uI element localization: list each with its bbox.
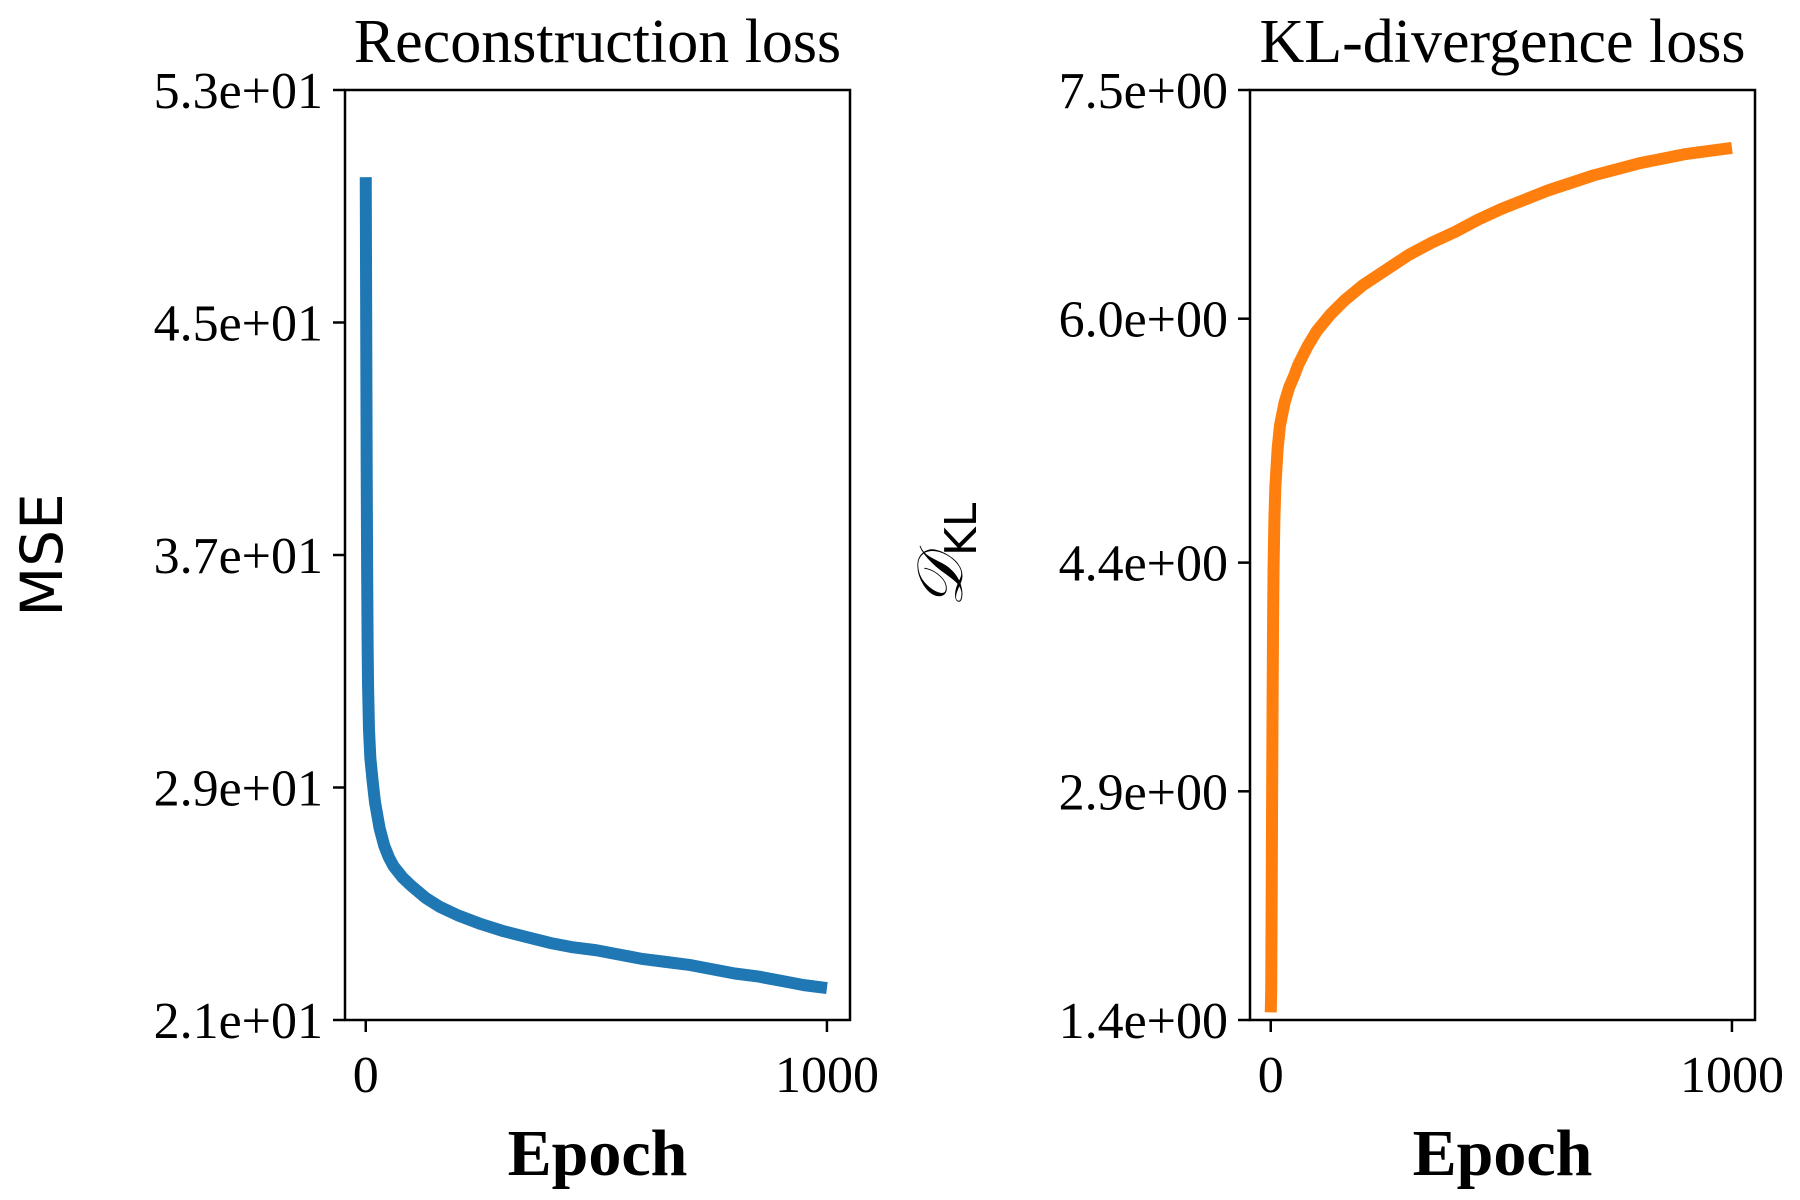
recon-series-line xyxy=(359,177,828,994)
kl-y-tick-label: 6.0e+00 xyxy=(1059,292,1228,349)
recon-y-tick-label: 4.5e+01 xyxy=(154,296,323,353)
kl-x-tick-label: 1000 xyxy=(1680,1047,1784,1104)
kl-y-tick-label: 1.4e+00 xyxy=(1059,993,1228,1050)
recon-x-tick-label: 1000 xyxy=(775,1047,879,1104)
recon-axes-frame xyxy=(343,88,852,1022)
recon-y-axis-label: MSE xyxy=(8,493,76,617)
kl-axes-frame xyxy=(1248,88,1757,1022)
kl-y-tick-label: 7.5e+00 xyxy=(1059,63,1228,120)
recon-chart-title: Reconstruction loss xyxy=(354,8,841,76)
kl-x-axis-label: Epoch xyxy=(1413,1117,1593,1190)
kl-series-line xyxy=(1264,141,1733,1013)
recon-y-tick-label: 2.1e+01 xyxy=(154,993,323,1050)
recon-x-axis-label: Epoch xyxy=(508,1117,688,1190)
chart-reconstruction-loss: 2.1e+01 2.9e+01 3.7e+01 4.5e+01 5.3e+01 0 1000… xyxy=(8,8,879,1190)
kl-y-axis-label: 𝒟KL xyxy=(905,502,987,607)
kl-y-tick-label: 4.4e+00 xyxy=(1059,536,1228,593)
recon-y-tick-label: 3.7e+01 xyxy=(154,528,323,585)
kl-x-tick-label: 0 xyxy=(1258,1047,1284,1104)
kl-chart-title: KL-divergence loss xyxy=(1259,8,1745,76)
recon-y-tick-label: 5.3e+01 xyxy=(154,63,323,120)
recon-y-tick-label: 2.9e+01 xyxy=(154,761,323,818)
kl-y-tick-label: 2.9e+00 xyxy=(1059,764,1228,821)
kl-y-axis-label-sub: KL xyxy=(936,502,987,556)
chart-kl-divergence-loss: 1.4e+00 2.9e+00 4.4e+00 6.0e+00 7.5e+00 0 1000… xyxy=(905,8,1784,1190)
recon-x-tick-label: 0 xyxy=(353,1047,379,1104)
